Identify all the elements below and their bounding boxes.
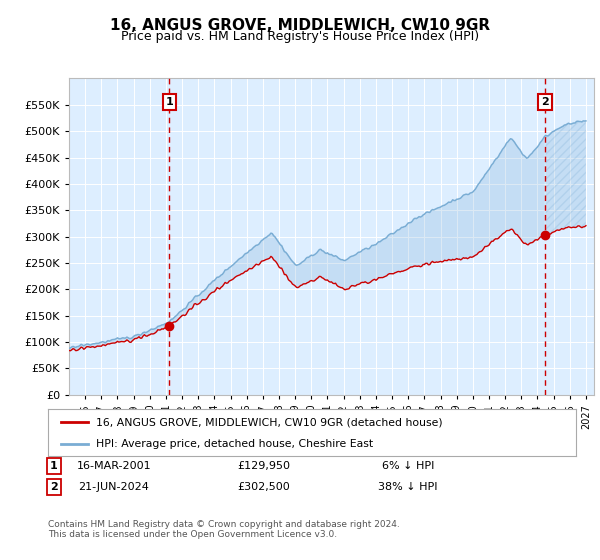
Text: Price paid vs. HM Land Registry's House Price Index (HPI): Price paid vs. HM Land Registry's House … bbox=[121, 30, 479, 44]
Text: Contains HM Land Registry data © Crown copyright and database right 2024.
This d: Contains HM Land Registry data © Crown c… bbox=[48, 520, 400, 539]
Text: 1: 1 bbox=[50, 461, 58, 471]
Text: 16-MAR-2001: 16-MAR-2001 bbox=[77, 461, 151, 471]
Text: 2: 2 bbox=[541, 97, 549, 107]
Text: £129,950: £129,950 bbox=[238, 461, 290, 471]
Text: 1: 1 bbox=[166, 97, 173, 107]
Text: HPI: Average price, detached house, Cheshire East: HPI: Average price, detached house, Ches… bbox=[95, 439, 373, 449]
Text: 38% ↓ HPI: 38% ↓ HPI bbox=[378, 482, 438, 492]
Text: £302,500: £302,500 bbox=[238, 482, 290, 492]
Text: 16, ANGUS GROVE, MIDDLEWICH, CW10 9GR (detached house): 16, ANGUS GROVE, MIDDLEWICH, CW10 9GR (d… bbox=[95, 417, 442, 427]
Text: 6% ↓ HPI: 6% ↓ HPI bbox=[382, 461, 434, 471]
Text: 21-JUN-2024: 21-JUN-2024 bbox=[79, 482, 149, 492]
Text: 2: 2 bbox=[50, 482, 58, 492]
Text: 16, ANGUS GROVE, MIDDLEWICH, CW10 9GR: 16, ANGUS GROVE, MIDDLEWICH, CW10 9GR bbox=[110, 18, 490, 32]
